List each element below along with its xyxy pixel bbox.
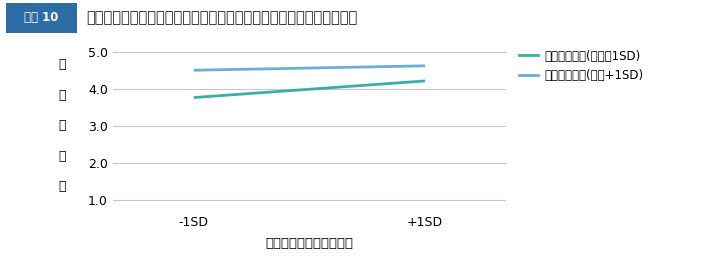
Text: 律: 律 xyxy=(58,89,66,102)
Legend: 仮説思考低群(平均－1SD), 仮説思考高群(平均+1SD): 仮説思考低群(平均－1SD), 仮説思考高群(平均+1SD) xyxy=(519,50,643,82)
FancyBboxPatch shape xyxy=(6,3,77,33)
Text: 仮説思考の水準別の、自律的協働への自律支援型マネジメントの効果: 仮説思考の水準別の、自律的協働への自律支援型マネジメントの効果 xyxy=(86,11,357,25)
Text: 働: 働 xyxy=(58,180,66,194)
Text: 協: 協 xyxy=(58,150,66,163)
Text: 的: 的 xyxy=(58,120,66,132)
Text: 図表 10: 図表 10 xyxy=(24,12,59,24)
Text: 自: 自 xyxy=(58,58,66,71)
X-axis label: 自律支援型マネジメント: 自律支援型マネジメント xyxy=(266,237,353,250)
